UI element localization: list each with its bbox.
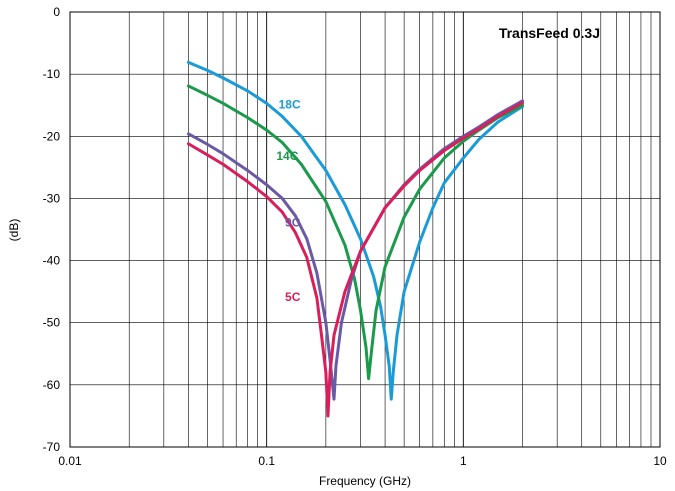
x-tick-label: 0.1 <box>258 454 275 468</box>
y-tick-label: -10 <box>43 67 61 81</box>
x-tick-label: 1 <box>460 454 467 468</box>
x-tick-label: 10 <box>653 454 667 468</box>
x-tick-labels: 0.01 0.1 1 10 <box>58 454 667 468</box>
y-tick-label: -70 <box>43 440 61 454</box>
y-tick-label: -20 <box>43 129 61 143</box>
chart-title: TransFeed 0.3J <box>499 25 600 41</box>
series-label-5c: 5C <box>285 290 301 304</box>
y-tick-label: -60 <box>43 378 61 392</box>
y-tick-label: 0 <box>53 5 60 19</box>
x-tick-label: 0.01 <box>58 454 82 468</box>
y-tick-label: -50 <box>43 316 61 330</box>
x-axis-label: Frequency (GHz) <box>319 474 411 488</box>
series-line-14c <box>186 84 525 381</box>
series-label-9c: 9C <box>285 215 301 229</box>
y-tick-label: -40 <box>43 254 61 268</box>
y-axis-label: (dB) <box>7 219 21 242</box>
series-label-14c: 14C <box>276 149 298 163</box>
series-lines <box>186 60 525 418</box>
y-tick-labels: 0 -10 -20 -30 -40 -50 -60 -70 <box>43 5 61 454</box>
series-line-18c <box>186 60 525 401</box>
series-line-9c <box>186 99 525 401</box>
y-tick-label: -30 <box>43 191 61 205</box>
plot-frame <box>69 11 661 448</box>
series-line-5c <box>186 101 525 418</box>
plot-background <box>70 12 660 447</box>
series-labels: 18C 14C 9C 5C <box>276 97 301 304</box>
series-label-18c: 18C <box>279 97 301 111</box>
